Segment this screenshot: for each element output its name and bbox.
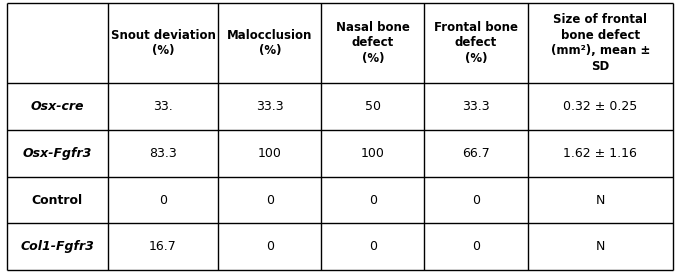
Text: 0.32 ± 0.25: 0.32 ± 0.25 [563,100,637,113]
Text: Col1-Fgfr3: Col1-Fgfr3 [20,240,94,253]
Text: Osx-cre: Osx-cre [31,100,84,113]
Text: 33.3: 33.3 [462,100,490,113]
Text: 0: 0 [266,240,274,253]
Text: Malocclusion
(%): Malocclusion (%) [227,29,313,57]
Text: Frontal bone
defect
(%): Frontal bone defect (%) [434,21,518,65]
Text: 33.3: 33.3 [256,100,284,113]
Text: 100: 100 [361,147,385,160]
Text: 100: 100 [258,147,282,160]
Text: N: N [596,240,605,253]
Text: 16.7: 16.7 [149,240,177,253]
Text: Control: Control [32,194,83,207]
Text: N: N [596,194,605,207]
Text: Snout deviation
(%): Snout deviation (%) [111,29,216,57]
Text: 0: 0 [472,240,480,253]
Text: 0: 0 [472,194,480,207]
Text: 50: 50 [365,100,381,113]
Text: 0: 0 [369,194,377,207]
Text: 33.: 33. [153,100,173,113]
Text: 0: 0 [369,240,377,253]
Text: 0: 0 [159,194,167,207]
Text: 0: 0 [266,194,274,207]
Text: Size of frontal
bone defect
(mm²), mean ±
SD: Size of frontal bone defect (mm²), mean … [551,13,650,73]
Text: 1.62 ± 1.16: 1.62 ± 1.16 [564,147,637,160]
Text: Osx-Fgfr3: Osx-Fgfr3 [22,147,92,160]
Text: 66.7: 66.7 [462,147,490,160]
Text: 83.3: 83.3 [149,147,177,160]
Text: Nasal bone
defect
(%): Nasal bone defect (%) [336,21,410,65]
